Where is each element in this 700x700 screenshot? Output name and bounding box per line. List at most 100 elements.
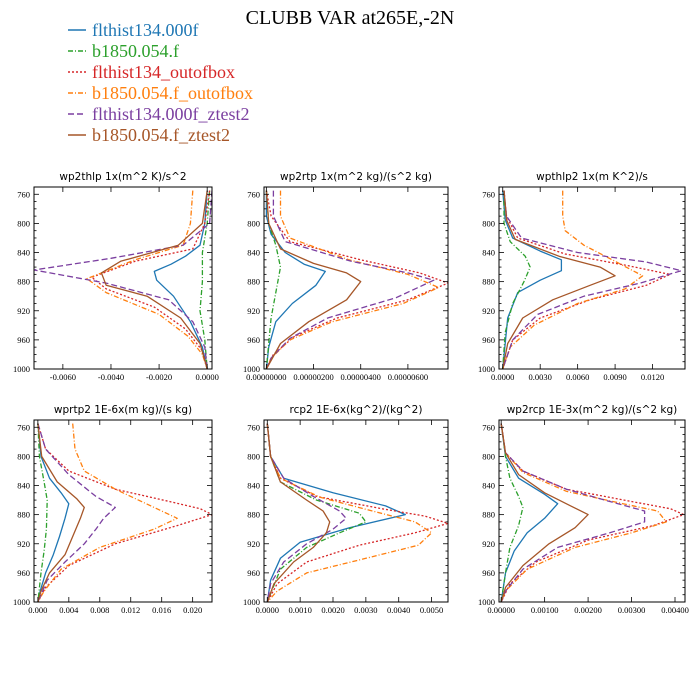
panel-3: wpthlp2 1x(m K^2)/s 760 800 840 880 920 960 100… xyxy=(478,171,686,382)
x-tick-label: 0.0040 xyxy=(387,605,410,615)
legend-item: b1850.054.f xyxy=(68,41,179,61)
legend-item: flthist134_outofbox xyxy=(68,62,235,82)
series-line-6 xyxy=(266,423,331,602)
x-tick-label: 0.00000200 xyxy=(293,372,333,382)
series-group xyxy=(502,190,682,369)
panel-title: wp2rtp 1x(m^2 kg)/(s^2 kg) xyxy=(280,171,432,183)
legend: flthist134.000fb1850.054.fflthist134_out… xyxy=(68,20,253,145)
y-tick-label: 920 xyxy=(247,539,260,549)
series-line-4 xyxy=(500,423,667,602)
y-tick-label: 1000 xyxy=(478,597,495,607)
series-line-2 xyxy=(265,190,282,369)
y-tick-label: 960 xyxy=(17,568,30,578)
y-tick-label: 1000 xyxy=(243,364,260,374)
y-tick-label: 760 xyxy=(247,422,260,432)
series-line-1 xyxy=(502,190,563,369)
series-line-2 xyxy=(500,423,524,602)
series-line-1 xyxy=(500,423,559,602)
x-tick-label: 0.0000 xyxy=(491,372,514,382)
y-tick-label: 800 xyxy=(482,451,495,461)
y-tick-label: 800 xyxy=(247,218,260,228)
x-tick-label: 0.00100 xyxy=(531,605,559,615)
plot-frame xyxy=(33,419,213,603)
legend-item: flthist134.000f xyxy=(68,20,199,40)
figure-title: CLUBB VAR at265E,-2N xyxy=(246,7,455,29)
panel-1: wp2thlp 1x(m^2 K)/s^2 760 800 840 880 920 960 1… xyxy=(13,171,219,382)
x-tick-label: 0.00000400 xyxy=(341,372,381,382)
y-tick-label: 840 xyxy=(247,248,260,258)
y-tick-label: 1000 xyxy=(13,364,30,374)
series-line-1 xyxy=(265,190,326,369)
x-tick-label: 0.0000 xyxy=(256,605,279,615)
series-line-5 xyxy=(266,423,347,602)
x-tick-label: 0.0010 xyxy=(288,605,311,615)
y-tick-label: 760 xyxy=(17,422,30,432)
x-tick-label: 0.0000 xyxy=(196,372,219,382)
panels: wp2thlp 1x(m^2 K)/s^2 760 800 840 880 920 960 1… xyxy=(13,171,689,615)
legend-label: flthist134_outofbox xyxy=(92,62,235,82)
panel-title: wprtp2 1E-6x(m kg)/(s kg) xyxy=(54,404,192,416)
legend-label: b1850.054.f_ztest2 xyxy=(92,125,230,145)
y-tick-label: 800 xyxy=(482,218,495,228)
y-tick-label: 840 xyxy=(17,481,30,491)
plot-frame xyxy=(498,419,686,603)
panel-title: wp2rcp 1E-3x(m^2 kg)/(s^2 kg) xyxy=(507,404,678,416)
series-line-5 xyxy=(37,423,116,602)
x-tick-label: 0.020 xyxy=(183,605,202,615)
series-line-2 xyxy=(502,190,531,369)
x-tick-label: -0.0060 xyxy=(50,372,76,382)
y-tick-label: 840 xyxy=(247,481,260,491)
series-line-4 xyxy=(502,190,644,369)
series-line-3 xyxy=(91,190,211,369)
series-line-3 xyxy=(500,423,685,602)
x-tick-label: 0.0120 xyxy=(641,372,664,382)
y-tick-label: 880 xyxy=(482,277,495,287)
x-tick-label: 0.00000600 xyxy=(388,372,428,382)
series-line-4 xyxy=(266,423,433,602)
x-tick-label: 0.0090 xyxy=(603,372,626,382)
series-line-3 xyxy=(37,423,212,602)
plot-frame xyxy=(498,186,686,370)
series-line-5 xyxy=(34,190,212,369)
x-tick-label: 0.000 xyxy=(28,605,47,615)
y-tick-label: 800 xyxy=(247,451,260,461)
y-tick-label: 840 xyxy=(482,248,495,258)
panel-title: wp2thlp 1x(m^2 K)/s^2 xyxy=(59,171,186,183)
series-group xyxy=(37,423,212,602)
y-tick-label: 880 xyxy=(17,277,30,287)
legend-label: b1850.054.f xyxy=(92,41,179,61)
plot-frame xyxy=(33,186,213,370)
series-line-2 xyxy=(266,423,367,602)
panel-5: rcp2 1E-6x(kg^2)/(kg^2) 760 800 840 880 920 96… xyxy=(243,404,449,615)
x-tick-label: 0.004 xyxy=(59,605,79,615)
series-line-5 xyxy=(265,190,435,369)
legend-item: flthist134.000f_ztest2 xyxy=(68,104,249,124)
series-line-1 xyxy=(153,190,208,369)
series-line-4 xyxy=(37,423,178,602)
x-tick-label: 0.0060 xyxy=(566,372,589,382)
panel-2: wp2rtp 1x(m^2 kg)/(s^2 kg) 760 800 840 880 92… xyxy=(243,171,449,382)
series-line-6 xyxy=(100,190,208,369)
y-tick-label: 800 xyxy=(17,218,30,228)
y-tick-label: 960 xyxy=(17,335,30,345)
plot-frame xyxy=(263,419,449,603)
series-group xyxy=(265,190,448,369)
series-line-1 xyxy=(37,423,70,602)
plot-frame xyxy=(263,186,449,370)
x-tick-label: 0.0050 xyxy=(420,605,443,615)
series-line-5 xyxy=(500,423,646,602)
series-group xyxy=(500,423,685,602)
legend-label: b1850.054.f_outofbox xyxy=(92,83,253,103)
y-tick-label: 880 xyxy=(482,510,495,520)
panel-title: wpthlp2 1x(m K^2)/s xyxy=(536,171,648,183)
y-tick-label: 960 xyxy=(247,568,260,578)
y-tick-label: 760 xyxy=(482,189,495,199)
series-group xyxy=(266,423,448,602)
series-line-6 xyxy=(265,190,362,369)
x-tick-label: 0.016 xyxy=(152,605,171,615)
x-tick-label: -0.0020 xyxy=(146,372,172,382)
x-tick-label: 0.00000 xyxy=(487,605,515,615)
y-tick-label: 1000 xyxy=(478,364,495,374)
y-tick-label: 1000 xyxy=(243,597,260,607)
series-line-5 xyxy=(502,190,682,369)
